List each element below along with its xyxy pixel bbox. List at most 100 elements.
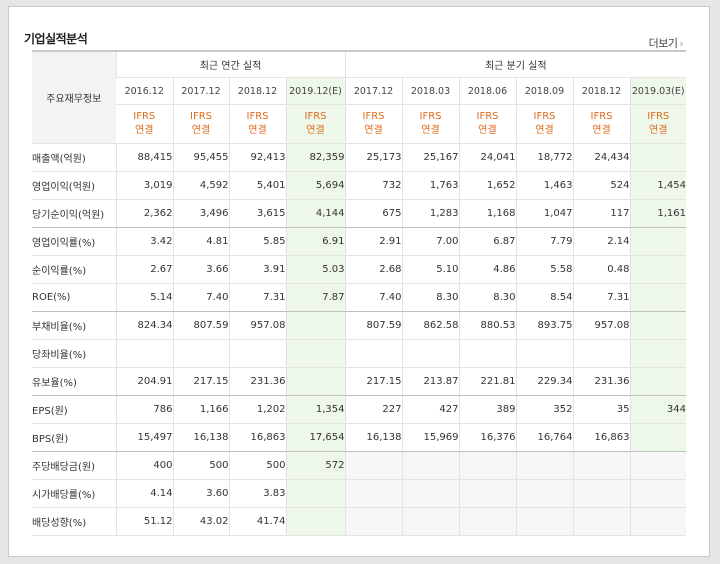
consolidated-label: 연결	[649, 125, 668, 136]
table-cell: 16,138	[344, 423, 402, 452]
table-cell	[515, 339, 573, 368]
table-cell	[458, 479, 516, 508]
table-cell: 204.91	[115, 367, 173, 396]
table-cell: 6.91	[285, 227, 345, 256]
table-cell: 82,359	[285, 143, 345, 172]
ifrs-label: IFRS	[419, 111, 442, 122]
period-header: 2018.03	[401, 77, 459, 105]
ifrs-basis-header: IFRS 연결	[344, 104, 402, 144]
table-cell: 1,168	[458, 199, 516, 228]
table-row: 배당성향(%) 51.12 43.02 41.74	[32, 507, 686, 536]
table-cell: 5,401	[228, 171, 286, 200]
table-cell: 16,863	[228, 423, 286, 452]
table-cell	[629, 339, 686, 368]
table-cell: 6.87	[458, 227, 516, 256]
table-cell: 4,592	[172, 171, 229, 200]
table-cell	[629, 255, 686, 284]
consolidated-label: 연결	[364, 125, 383, 136]
table-cell: 344	[629, 395, 686, 424]
table-cell: 1,047	[515, 199, 573, 228]
more-label[interactable]: 더보기	[648, 37, 678, 50]
ifrs-basis-header: IFRS 연결	[458, 104, 516, 144]
table-cell: 352	[515, 395, 573, 424]
table-cell: 957.08	[228, 311, 286, 340]
table-cell: 25,173	[344, 143, 402, 172]
table-cell: 117	[572, 199, 630, 228]
table-cell: 213.87	[401, 367, 459, 396]
table-cell: 3,019	[115, 171, 173, 200]
table-cell: 1,166	[172, 395, 229, 424]
table-row: ROE(%) 5.14 7.40 7.31 7.87 7.40 8.30 8.30 8.54 7.…	[32, 283, 686, 312]
table-cell: 427	[401, 395, 459, 424]
consolidated-label: 연결	[592, 125, 611, 136]
table-cell: 17,654	[285, 423, 345, 452]
row-label: 매출액(억원)	[32, 143, 116, 172]
ifrs-label: IFRS	[190, 111, 212, 122]
table-cell: 807.59	[344, 311, 402, 340]
row-label: BPS(원)	[32, 423, 116, 452]
table-cell	[629, 367, 686, 396]
row-label: 주당배당금(원)	[32, 451, 116, 480]
table-cell: 5.14	[115, 283, 173, 312]
row-label: ROE(%)	[32, 283, 116, 312]
table-cell: 1,161	[629, 199, 686, 228]
table-row: 당좌비율(%)	[32, 339, 686, 368]
table-cell	[572, 451, 630, 480]
ifrs-basis-header: IFRS 연결	[285, 104, 345, 144]
ifrs-label: IFRS	[590, 111, 613, 122]
table-cell	[285, 339, 345, 368]
table-cell	[344, 479, 402, 508]
table-cell: 824.34	[115, 311, 173, 340]
row-label: 시가배당률(%)	[32, 479, 116, 508]
table-cell	[572, 479, 630, 508]
section-title: 기업실적분석	[24, 32, 88, 46]
table-cell: 4.14	[115, 479, 173, 508]
ifrs-basis-header: IFRS 연결	[172, 104, 229, 144]
table-cell	[285, 479, 345, 508]
table-cell: 3.83	[228, 479, 286, 508]
table-cell	[629, 479, 686, 508]
table-cell	[515, 451, 573, 480]
table-cell: 217.15	[344, 367, 402, 396]
table-cell: 24,041	[458, 143, 516, 172]
table-cell: 15,497	[115, 423, 173, 452]
table-cell	[458, 339, 516, 368]
table-cell: 5.03	[285, 255, 345, 284]
table-cell: 8.30	[401, 283, 459, 312]
table-row: 매출액(억원) 88,415 95,455 92,413 82,359 25,173 25,…	[32, 143, 686, 172]
table-cell	[228, 339, 286, 368]
period-header: 2017.12	[172, 77, 229, 105]
table-row: 주당배당금(원) 400 500 500 572	[32, 451, 686, 480]
table-cell: 7.40	[344, 283, 402, 312]
table-row: EPS(원) 786 1,166 1,202 1,354 227 427 389 352 35 34…	[32, 395, 686, 424]
row-label: 유보율(%)	[32, 367, 116, 396]
ifrs-basis-header: IFRS 연결	[401, 104, 459, 144]
table-row: 순이익률(%) 2.67 3.66 3.91 5.03 2.68 5.10 4.86 5.58 0…	[32, 255, 686, 284]
ifrs-label: IFRS	[533, 111, 556, 122]
table-cell: 2.68	[344, 255, 402, 284]
table-cell: 862.58	[401, 311, 459, 340]
table-cell: 807.59	[172, 311, 229, 340]
ifrs-basis-header: IFRS 연결	[116, 104, 173, 144]
table-row: 시가배당률(%) 4.14 3.60 3.83	[32, 479, 686, 508]
table-cell	[572, 507, 630, 536]
table-cell	[458, 507, 516, 536]
ifrs-basis-header: IFRS 연결	[572, 104, 630, 144]
table-cell	[172, 339, 229, 368]
table-row: 영업이익(억원) 3,019 4,592 5,401 5,694 732 1,763 1,65…	[32, 171, 686, 200]
table-cell: 732	[344, 171, 402, 200]
table-cell: 8.54	[515, 283, 573, 312]
ifrs-label: IFRS	[133, 111, 156, 122]
table-cell: 221.81	[458, 367, 516, 396]
table-cell: 231.36	[572, 367, 630, 396]
table-row: 부채비율(%) 824.34 807.59 957.08 807.59 862.58 880…	[32, 311, 686, 340]
table-row: 당기순이익(억원) 2,362 3,496 3,615 4,144 675 1,283 1,1…	[32, 199, 686, 228]
table-cell: 41.74	[228, 507, 286, 536]
period-header: 2019.03(E)	[629, 77, 686, 105]
row-label: 배당성향(%)	[32, 507, 116, 536]
table-cell: 25,167	[401, 143, 459, 172]
more-link[interactable]: 더보기 ›	[648, 35, 684, 51]
table-cell: 3.42	[115, 227, 173, 256]
table-cell: 5,694	[285, 171, 345, 200]
ifrs-label: IFRS	[647, 111, 670, 122]
